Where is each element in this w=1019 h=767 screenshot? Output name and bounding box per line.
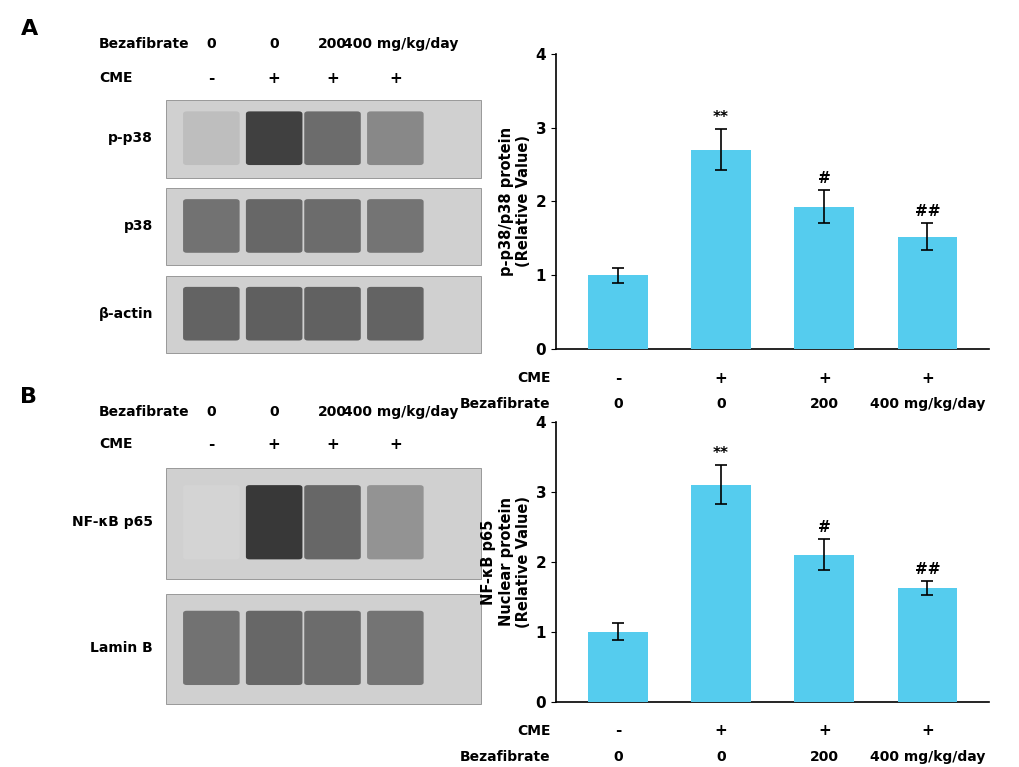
Text: +: + — [326, 71, 338, 86]
FancyBboxPatch shape — [166, 468, 480, 579]
FancyBboxPatch shape — [246, 199, 303, 253]
Text: **: ** — [712, 110, 729, 124]
FancyBboxPatch shape — [304, 287, 361, 341]
Text: Bezafibrate: Bezafibrate — [460, 397, 550, 411]
Bar — [587, 632, 647, 702]
FancyBboxPatch shape — [182, 199, 239, 253]
Text: +: + — [268, 71, 280, 86]
Text: Lamin B: Lamin B — [90, 641, 153, 655]
Text: 0: 0 — [715, 397, 726, 411]
FancyBboxPatch shape — [182, 611, 239, 685]
Text: -: - — [208, 71, 214, 86]
FancyBboxPatch shape — [246, 111, 303, 165]
Text: Bezafibrate: Bezafibrate — [99, 37, 190, 51]
FancyBboxPatch shape — [304, 111, 361, 165]
Text: CME: CME — [99, 71, 132, 84]
Text: CME: CME — [99, 437, 132, 451]
Text: +: + — [714, 370, 727, 386]
FancyBboxPatch shape — [246, 611, 303, 685]
Text: 0: 0 — [612, 750, 622, 764]
Text: 0: 0 — [612, 397, 622, 411]
Text: 0: 0 — [206, 37, 216, 51]
FancyBboxPatch shape — [367, 611, 423, 685]
Y-axis label: NF-κB p65
Nuclear protein
(Relative Value): NF-κB p65 Nuclear protein (Relative Valu… — [481, 495, 531, 628]
Text: 0: 0 — [269, 405, 279, 419]
Text: +: + — [714, 723, 727, 739]
Bar — [691, 150, 750, 349]
Text: β-actin: β-actin — [99, 307, 153, 321]
FancyBboxPatch shape — [304, 611, 361, 685]
Text: p-p38: p-p38 — [108, 131, 153, 145]
Text: +: + — [268, 437, 280, 452]
Text: 200: 200 — [809, 750, 838, 764]
FancyBboxPatch shape — [246, 287, 303, 341]
FancyBboxPatch shape — [166, 100, 480, 178]
Text: -: - — [208, 437, 214, 452]
Text: #: # — [817, 520, 829, 535]
Text: A: A — [20, 19, 38, 39]
Text: 400 mg/kg/day: 400 mg/kg/day — [869, 750, 984, 764]
Text: 0: 0 — [206, 405, 216, 419]
FancyBboxPatch shape — [246, 485, 303, 559]
Text: #: # — [817, 171, 829, 186]
FancyBboxPatch shape — [367, 287, 423, 341]
Bar — [794, 206, 853, 349]
Bar — [794, 555, 853, 702]
FancyBboxPatch shape — [367, 199, 423, 253]
Bar — [897, 237, 957, 349]
FancyBboxPatch shape — [367, 111, 423, 165]
FancyBboxPatch shape — [166, 276, 480, 353]
Text: -: - — [614, 723, 621, 739]
Text: **: ** — [712, 446, 729, 461]
Bar — [587, 275, 647, 349]
Text: CME: CME — [517, 724, 550, 738]
Text: +: + — [326, 437, 338, 452]
FancyBboxPatch shape — [182, 485, 239, 559]
Text: +: + — [817, 723, 829, 739]
Text: B: B — [20, 387, 38, 407]
Bar — [897, 588, 957, 702]
FancyBboxPatch shape — [182, 111, 239, 165]
Text: 400 mg/kg/day: 400 mg/kg/day — [342, 405, 458, 419]
Text: -: - — [614, 370, 621, 386]
FancyBboxPatch shape — [367, 485, 423, 559]
Text: 400 mg/kg/day: 400 mg/kg/day — [342, 37, 458, 51]
Text: +: + — [388, 71, 401, 86]
Text: 0: 0 — [715, 750, 726, 764]
Text: +: + — [920, 370, 933, 386]
Text: +: + — [817, 370, 829, 386]
Bar — [691, 485, 750, 702]
Text: 0: 0 — [269, 37, 279, 51]
Text: 200: 200 — [318, 37, 346, 51]
FancyBboxPatch shape — [182, 287, 239, 341]
Text: p38: p38 — [123, 219, 153, 233]
Text: +: + — [388, 437, 401, 452]
Text: 400 mg/kg/day: 400 mg/kg/day — [869, 397, 984, 411]
Text: Bezafibrate: Bezafibrate — [99, 405, 190, 419]
Text: +: + — [920, 723, 933, 739]
Text: ##: ## — [914, 204, 940, 219]
Text: CME: CME — [517, 371, 550, 385]
FancyBboxPatch shape — [304, 485, 361, 559]
FancyBboxPatch shape — [166, 188, 480, 265]
Text: NF-κB p65: NF-κB p65 — [72, 515, 153, 529]
Text: ##: ## — [914, 562, 940, 578]
FancyBboxPatch shape — [304, 199, 361, 253]
FancyBboxPatch shape — [166, 594, 480, 704]
Y-axis label: p-p38/p38 protein
(Relative Value): p-p38/p38 protein (Relative Value) — [498, 127, 531, 276]
Text: 200: 200 — [809, 397, 838, 411]
Text: 200: 200 — [318, 405, 346, 419]
Text: Bezafibrate: Bezafibrate — [460, 750, 550, 764]
